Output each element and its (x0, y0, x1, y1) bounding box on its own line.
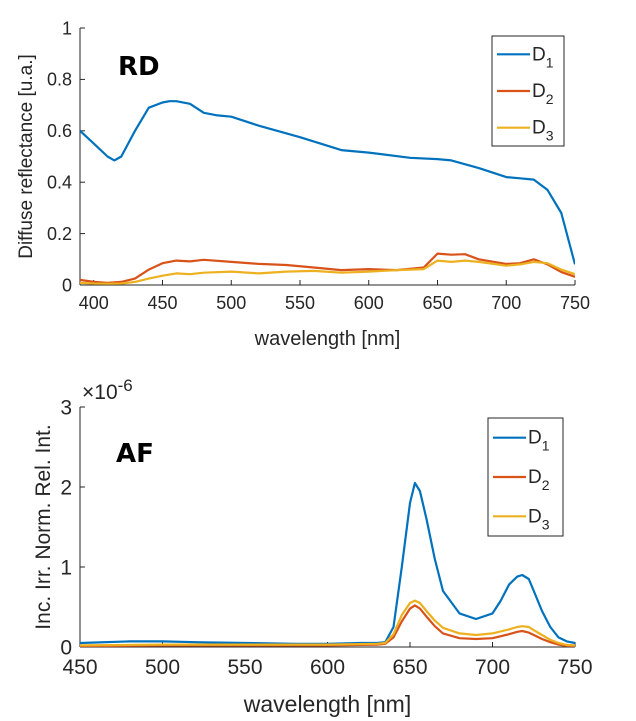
y-tick-label: 0 (60, 636, 72, 659)
y-tick-label: 1 (62, 18, 72, 38)
x-tick-label: 500 (216, 293, 246, 313)
x-axis-label: wavelength [nm] (254, 328, 401, 350)
x-tick-label: 400 (79, 293, 109, 313)
x-tick-label: 700 (475, 656, 510, 679)
x-tick-label: 600 (354, 293, 384, 313)
y-tick-label: 3 (60, 396, 72, 419)
series-line-d3 (80, 599, 575, 647)
series-group (80, 481, 575, 647)
x-tick-label: 450 (147, 293, 177, 313)
series-line-d3 (80, 259, 575, 285)
y-tick-label: 0 (62, 275, 72, 295)
y-tick-label: 0.2 (47, 224, 72, 244)
x-tick-label: 750 (557, 656, 592, 679)
y-axis-exponent: ×10-6 (82, 376, 133, 404)
x-tick-label: 550 (227, 656, 262, 679)
x-tick-label: 750 (560, 293, 590, 313)
panel-tag: AF (116, 439, 154, 469)
y-tick-label: 1 (60, 556, 72, 579)
series-line-d1 (80, 100, 575, 265)
x-tick-label: 650 (422, 293, 452, 313)
chart-panel-af: 450 500 550 600 650 700 750 0 1 2 3 ×10-6 wavelength… (32, 376, 593, 717)
x-tick-label: 500 (145, 656, 180, 679)
x-tick-label: 550 (285, 293, 315, 313)
x-tick-label: 600 (310, 656, 345, 679)
x-axis-label: wavelength [nm] (243, 691, 411, 717)
panel-tag: RD (118, 52, 160, 82)
x-tick-label: 450 (62, 656, 97, 679)
y-tick-label: 0.4 (47, 173, 72, 193)
y-tick-label: 2 (60, 476, 72, 499)
series-line-d2 (80, 604, 575, 647)
x-tick-label: 650 (392, 656, 427, 679)
y-tick-label: 0.6 (47, 121, 72, 141)
y-axis-label: Inc. Irr. Norm. Rel. Int. (32, 424, 55, 629)
y-axis-label: Diffuse reflectance [u.a.] (16, 54, 37, 259)
series-group (80, 100, 575, 285)
series-line-d2 (80, 252, 575, 284)
y-tick-label: 0.8 (47, 70, 72, 90)
x-tick-label: 700 (491, 293, 521, 313)
chart-panel-rd: 400 450 500 550 600 650 700 750 0 0.2 0.4 0.6 0.8 1 wa… (16, 18, 590, 350)
